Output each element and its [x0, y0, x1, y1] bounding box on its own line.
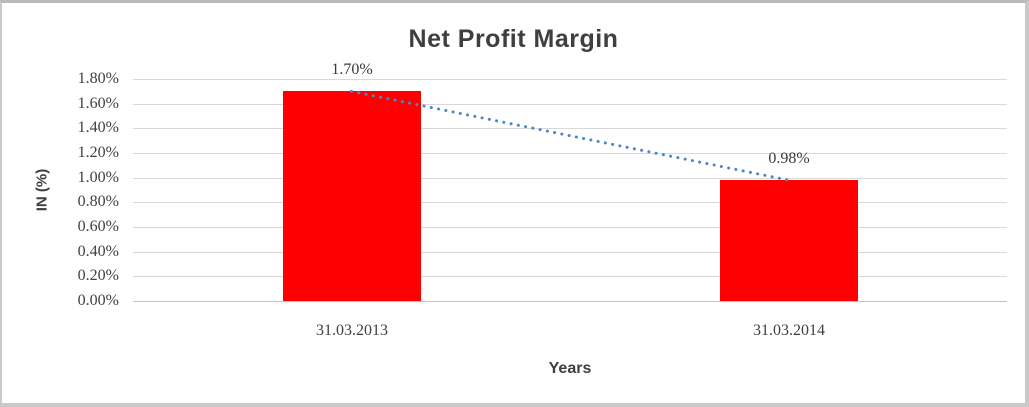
bar-31.03.2014 — [720, 180, 858, 301]
chart-title: Net Profit Margin — [408, 25, 619, 53]
category-label: 31.03.2014 — [753, 322, 825, 339]
gridline — [133, 227, 1007, 228]
data-label: 1.70% — [331, 61, 373, 78]
y-tick-label: 0.80% — [77, 193, 119, 210]
gridline — [133, 128, 1007, 129]
y-tick-label: 0.40% — [77, 243, 119, 260]
y-tick-label: 0.00% — [77, 292, 119, 309]
y-tick-label: 1.80% — [77, 70, 119, 87]
data-label: 0.98% — [768, 150, 810, 167]
y-tick-label: 1.60% — [77, 95, 119, 112]
trendline — [350, 89, 790, 182]
y-tick-label: 1.00% — [77, 169, 119, 186]
gridline — [133, 202, 1007, 203]
gridline — [133, 153, 1007, 154]
gridline — [133, 276, 1007, 277]
bar-31.03.2013 — [283, 91, 421, 301]
gridline — [133, 301, 1007, 302]
gridline — [133, 79, 1007, 80]
y-tick-label: 1.20% — [77, 144, 119, 161]
plot-area — [133, 79, 1007, 302]
y-tick-label: 1.40% — [77, 119, 119, 136]
category-label: 31.03.2013 — [316, 322, 388, 339]
y-tick-label: 0.20% — [77, 267, 119, 284]
gridline — [133, 104, 1007, 105]
gridline — [133, 252, 1007, 253]
x-axis-title: Years — [548, 360, 592, 377]
gridline — [133, 178, 1007, 179]
y-tick-label: 0.60% — [77, 218, 119, 235]
